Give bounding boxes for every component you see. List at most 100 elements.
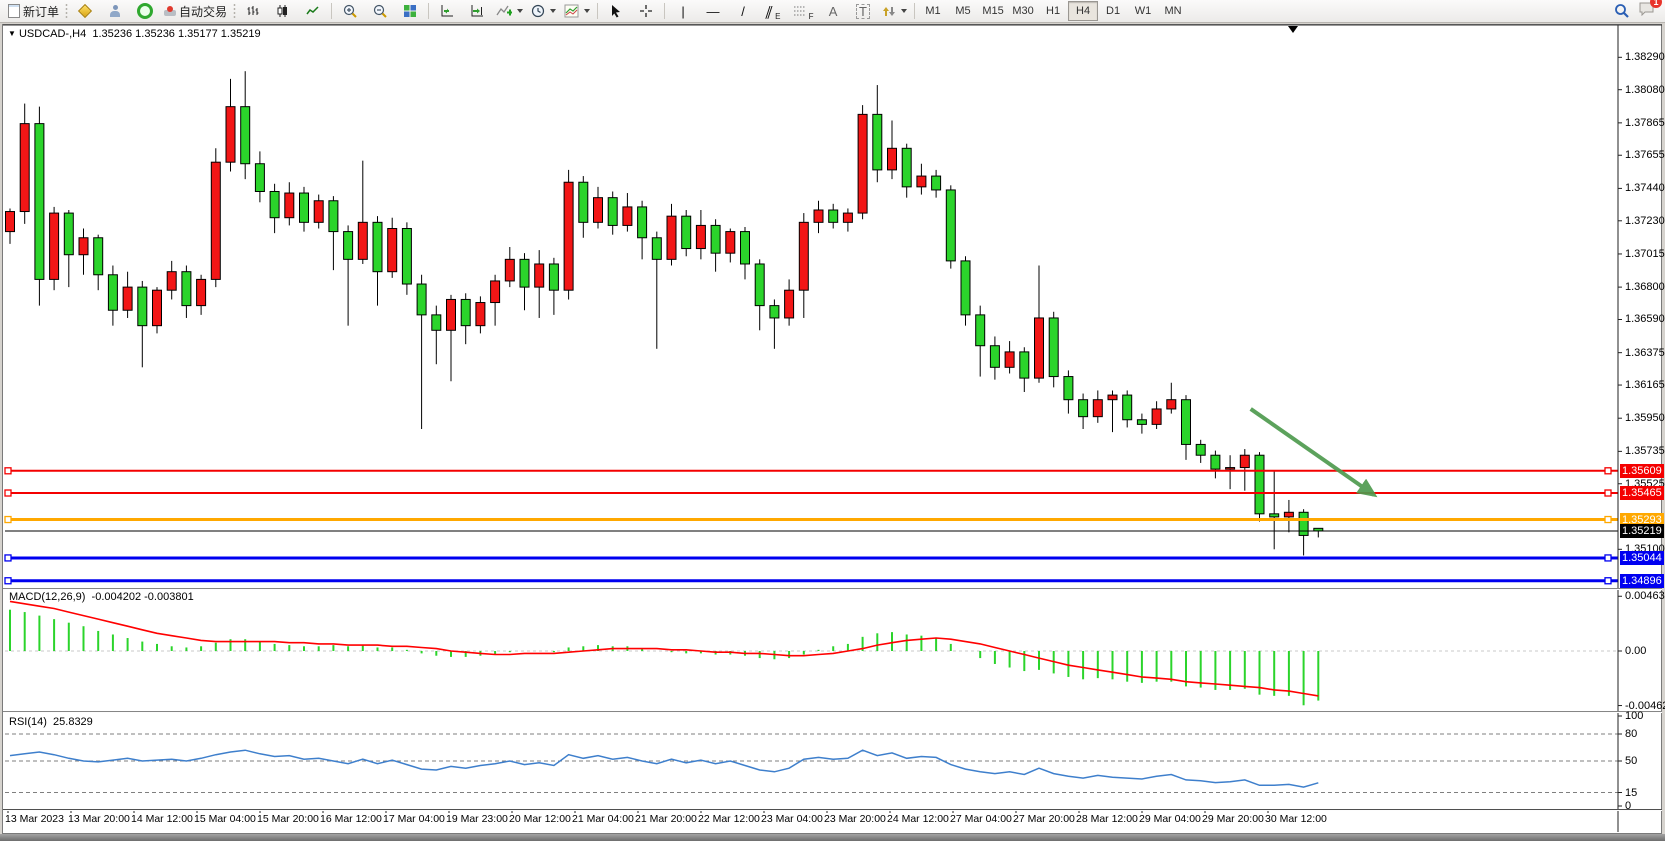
hline-price-tag: 1.34896 xyxy=(1620,573,1664,588)
tile-windows-button[interactable] xyxy=(395,0,425,22)
market-button[interactable] xyxy=(70,0,100,22)
hline-price-tag: 1.35293 xyxy=(1620,512,1664,527)
cursor-button[interactable] xyxy=(601,0,631,22)
timeframe-button-m1[interactable]: M1 xyxy=(925,5,941,17)
candle xyxy=(1092,390,1103,423)
candle xyxy=(137,280,148,368)
indicators-button[interactable] xyxy=(492,0,527,22)
arrows-icon xyxy=(883,6,896,16)
horizontal-line-1.35044[interactable] xyxy=(4,554,1618,562)
timeframe-button-w1[interactable]: W1 xyxy=(1134,5,1152,17)
candle xyxy=(210,148,221,288)
candle xyxy=(960,256,971,326)
candle xyxy=(387,217,398,278)
fibonacci-tool[interactable]: F xyxy=(788,0,818,22)
candle xyxy=(1019,347,1030,392)
toolbar-grip xyxy=(233,3,237,19)
date-axis-label: 29 Mar 20:00 xyxy=(1202,813,1264,825)
panel-separator-main-macd[interactable] xyxy=(3,588,1662,590)
broadcast-icon xyxy=(137,3,154,19)
timeframe-button-m30[interactable]: M30 xyxy=(1012,5,1034,17)
periods-button[interactable] xyxy=(527,0,560,22)
candle xyxy=(578,176,589,238)
horizontal-line-tool[interactable]: — xyxy=(698,0,728,22)
macd-current-values: -0.004202 -0.003801 xyxy=(91,591,194,603)
candle xyxy=(416,274,427,430)
hline-price-tag: 1.35044 xyxy=(1620,550,1664,565)
date-axis-label: 15 Mar 20:00 xyxy=(257,813,319,825)
autotrading-button[interactable]: 自动交易 xyxy=(160,0,231,22)
trendline-tool[interactable]: / xyxy=(728,0,758,22)
arrows-tool[interactable] xyxy=(878,0,911,22)
candlestick-icon xyxy=(277,5,288,17)
candlestick-button[interactable] xyxy=(268,0,298,22)
timeframe-button-mn[interactable]: MN xyxy=(1164,5,1182,17)
templates-icon xyxy=(564,4,579,18)
candle xyxy=(548,257,559,315)
zoom-in-button[interactable] xyxy=(335,0,365,22)
candlestick-series xyxy=(5,71,1324,556)
templates-button[interactable] xyxy=(560,0,594,22)
macd-histogram xyxy=(9,609,1320,706)
rsi-axis-label: 100 xyxy=(1625,710,1644,722)
autotrading-label: 自动交易 xyxy=(179,4,228,19)
date-axis-label: 13 Mar 2023 xyxy=(5,813,64,825)
candle xyxy=(1269,470,1280,550)
line-chart-button[interactable] xyxy=(298,0,328,22)
candle xyxy=(695,209,706,260)
search-icon[interactable] xyxy=(1614,3,1630,19)
candle xyxy=(725,228,736,263)
chart-window[interactable] xyxy=(2,24,1662,834)
equidistant-channel-tool[interactable]: ∥ E xyxy=(758,0,788,22)
chart-title: ▼ USDCAD-,H4 1.35236 1.35236 1.35177 1.3… xyxy=(8,28,261,40)
candle xyxy=(166,260,177,300)
timeframe-button-d1[interactable]: D1 xyxy=(1106,5,1121,17)
community-button[interactable] xyxy=(100,0,130,22)
vertical-line-tool[interactable]: | xyxy=(668,0,698,22)
price-axis-label: 1.36375 xyxy=(1625,346,1665,359)
candle xyxy=(401,222,412,295)
candle xyxy=(63,209,74,288)
timeframe-button-m15[interactable]: M15 xyxy=(982,5,1004,17)
new-order-icon xyxy=(8,4,20,18)
new-order-button[interactable]: 新订单 xyxy=(4,0,63,22)
bar-chart-button[interactable] xyxy=(238,0,268,22)
crosshair-button[interactable] xyxy=(631,0,661,22)
timeframe-button-m5[interactable]: M5 xyxy=(955,5,971,17)
auto-scroll-button[interactable] xyxy=(432,0,462,22)
zoom-out-button[interactable] xyxy=(365,0,395,22)
zoom-out-icon xyxy=(373,4,387,18)
horizontal-line-1.35609[interactable] xyxy=(4,467,1618,475)
price-axis-label: 1.35950 xyxy=(1625,412,1665,425)
horizontal-line-1.35293[interactable] xyxy=(4,515,1618,524)
chart-objects-dropdown-icon[interactable]: ▼ xyxy=(8,29,16,38)
panel-separator-macd-rsi[interactable] xyxy=(3,711,1662,713)
text-label-tool[interactable]: T xyxy=(848,0,878,22)
trend-arrow[interactable] xyxy=(1249,407,1378,498)
price-axis-label: 1.37655 xyxy=(1625,149,1665,162)
broadcast-button[interactable] xyxy=(130,0,160,22)
rsi-axis-label: 50 xyxy=(1625,755,1638,767)
text-tool[interactable]: A xyxy=(818,0,848,22)
horizontal-line-1.34896[interactable] xyxy=(4,577,1618,585)
candle xyxy=(78,228,89,275)
price-axis-label: 1.35735 xyxy=(1625,445,1665,458)
candle xyxy=(1225,455,1236,490)
price-axis-label: 1.36590 xyxy=(1625,313,1665,326)
candle xyxy=(19,103,30,224)
horizontal-line-1.35465[interactable] xyxy=(4,489,1618,497)
candle xyxy=(945,185,956,269)
candle xyxy=(901,143,912,198)
candle xyxy=(328,196,339,271)
chart-shift-marker xyxy=(1288,26,1298,33)
timeframe-button-h4[interactable]: H4 xyxy=(1068,1,1099,21)
toolbar: 新订单 自动交易 xyxy=(0,0,1665,23)
candle xyxy=(313,194,324,229)
chart-shift-button[interactable] xyxy=(462,0,492,22)
chat-button[interactable]: 1 xyxy=(1638,0,1662,21)
timeframe-button-h1[interactable]: H1 xyxy=(1046,5,1061,17)
line-chart-icon xyxy=(306,6,319,15)
arrows-dropdown-caret xyxy=(901,9,908,13)
candle xyxy=(284,182,295,226)
